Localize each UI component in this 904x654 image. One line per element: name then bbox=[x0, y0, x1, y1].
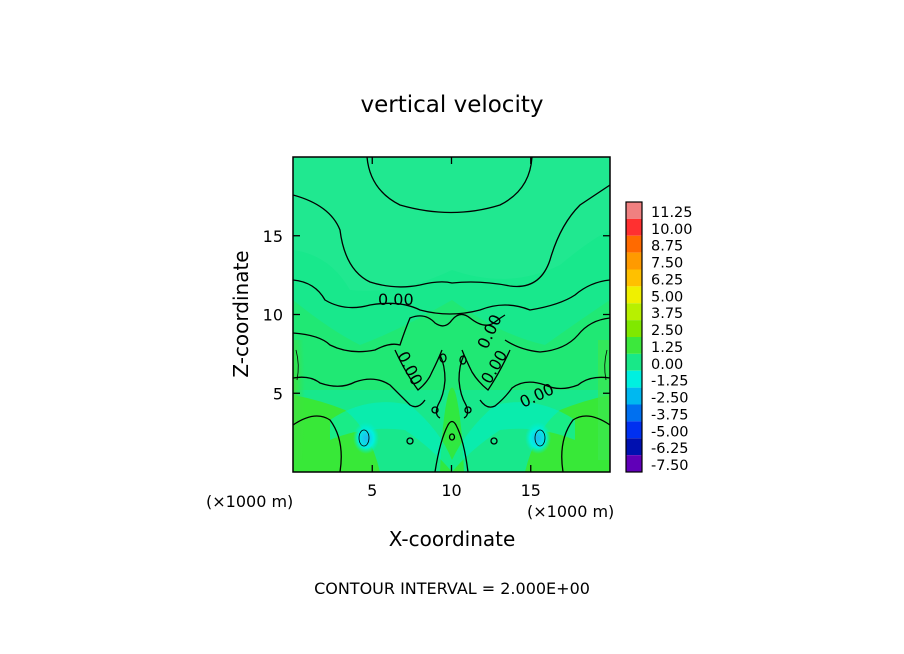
colorbar-label: 7.50 bbox=[651, 256, 683, 272]
x-tick-label: 15 bbox=[521, 481, 541, 500]
contour-label: 0.00 bbox=[378, 290, 414, 309]
colorbar-swatch bbox=[626, 320, 642, 337]
colorbar-label: 1.25 bbox=[651, 340, 683, 356]
colorbar-label: 10.00 bbox=[651, 222, 693, 238]
colorbar-label: 8.75 bbox=[651, 239, 683, 255]
contour-mid-right bbox=[504, 317, 610, 353]
x-tick-label: 5 bbox=[367, 481, 377, 500]
contour-cell-5 bbox=[406, 437, 414, 445]
contour-cell-4 bbox=[464, 406, 472, 414]
colorbar-label: 3.75 bbox=[651, 306, 683, 322]
colorbar-swatch bbox=[626, 387, 642, 405]
field-edge-left bbox=[293, 340, 305, 460]
colorbar-swatch bbox=[626, 269, 642, 287]
field-negative-band bbox=[330, 402, 575, 472]
contour-bottom-left bbox=[293, 415, 342, 472]
contour-cell-2 bbox=[459, 355, 467, 365]
colorbar-frame bbox=[625, 201, 643, 473]
contour-mid-outer bbox=[293, 279, 610, 315]
colorbar-label: 5.00 bbox=[651, 289, 683, 305]
colorbar-swatch bbox=[626, 404, 642, 422]
y-tick-label: 5 bbox=[273, 384, 283, 403]
colorbar-swatch bbox=[626, 218, 642, 236]
contour-mid-left bbox=[293, 313, 506, 353]
contour-left-inner bbox=[394, 349, 443, 391]
colorbar-swatch bbox=[626, 252, 642, 270]
colorbar-swatch bbox=[626, 202, 642, 219]
contour-interval-note: CONTOUR INTERVAL = 2.000E+00 bbox=[314, 579, 590, 598]
contour-cell-7 bbox=[448, 433, 456, 441]
field-band-upper bbox=[293, 157, 610, 291]
contour-lines bbox=[293, 157, 610, 472]
colorbar-label: -2.50 bbox=[651, 391, 689, 407]
y-tick-label: 15 bbox=[263, 227, 283, 246]
contour-negative-left bbox=[358, 429, 370, 447]
contour-bottom-center bbox=[434, 420, 469, 472]
contour-lower-left bbox=[293, 376, 426, 408]
colorbar-label: 2.50 bbox=[651, 323, 683, 339]
contour-edge-right bbox=[604, 349, 608, 381]
contour-edge-left bbox=[295, 349, 299, 381]
colorbar-label: -3.75 bbox=[651, 407, 689, 423]
colorbar-swatch bbox=[626, 421, 642, 439]
colorbar-swatch bbox=[626, 286, 642, 304]
colorbar-swatch bbox=[626, 438, 642, 456]
x-axis: 5 10 15 bbox=[367, 157, 541, 500]
colorbar-label: 11.25 bbox=[651, 205, 693, 221]
field-band-mid bbox=[293, 300, 610, 390]
colorbar-swatch bbox=[626, 353, 642, 371]
plot-area: 0.00 0.00 0.00 0.00 0.00 bbox=[293, 157, 610, 472]
contour-cell-3 bbox=[431, 406, 439, 414]
colorbar-swatch bbox=[626, 455, 642, 472]
colorbar-swatch bbox=[626, 303, 642, 321]
colorbar-label: -1.25 bbox=[651, 374, 689, 390]
colorbar-label: 0.00 bbox=[651, 357, 683, 373]
contour-cell-6 bbox=[490, 437, 498, 445]
colorbar-label: -6.25 bbox=[651, 441, 689, 457]
x-tick-label: 10 bbox=[441, 481, 461, 500]
colorbar-swatch bbox=[626, 337, 642, 354]
contour-negative-right bbox=[534, 429, 546, 447]
colorbar-label: -5.00 bbox=[651, 424, 689, 440]
y-axis: 5 10 15 bbox=[263, 227, 610, 403]
chart-title: vertical velocity bbox=[361, 92, 544, 118]
contour-bottom-right bbox=[561, 415, 610, 472]
x-unit-right: (×1000 m) bbox=[527, 502, 614, 521]
colorbar-swatch bbox=[626, 370, 642, 388]
y-axis-label: Z-coordinate bbox=[229, 250, 253, 377]
contour-cell-1 bbox=[439, 353, 447, 363]
x-axis-label: X-coordinate bbox=[389, 527, 516, 551]
contour-lower-right bbox=[479, 376, 610, 408]
contour-top bbox=[366, 157, 533, 214]
y-tick-label: 10 bbox=[263, 306, 283, 325]
colorbar-swatch bbox=[626, 235, 642, 253]
contour-upper-left bbox=[293, 184, 610, 288]
colorbar: 11.2510.008.757.506.255.003.752.501.250.… bbox=[625, 201, 693, 474]
colorbar-label: 6.25 bbox=[651, 272, 683, 288]
field-edge-right bbox=[598, 340, 610, 460]
x-unit-left: (×1000 m) bbox=[206, 492, 293, 511]
colorbar-label: -7.50 bbox=[651, 458, 689, 474]
